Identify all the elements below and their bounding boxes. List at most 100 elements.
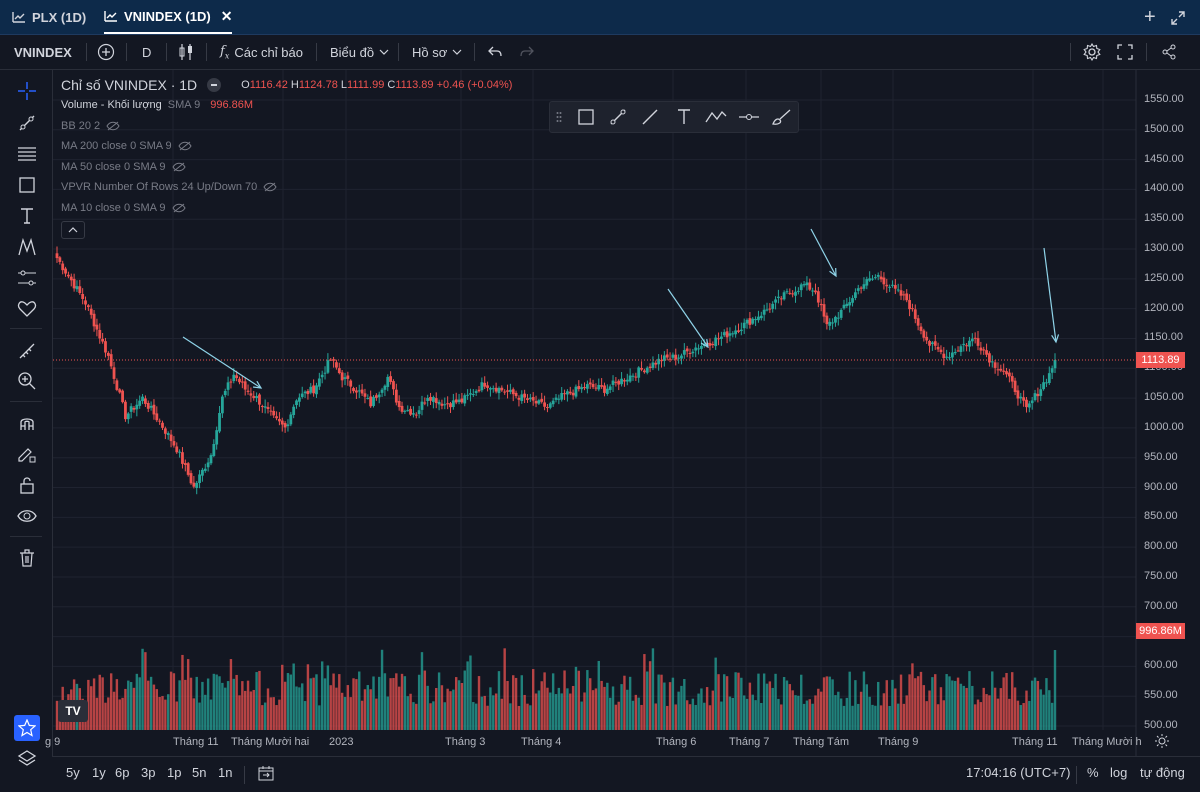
candle-body xyxy=(546,407,549,409)
text-icon[interactable] xyxy=(674,107,694,127)
eye-hidden-icon[interactable] xyxy=(263,182,277,192)
clock[interactable]: 17:04:16 (UTC+7) xyxy=(966,765,1071,780)
favorites-button[interactable] xyxy=(14,715,40,741)
brush-tool[interactable] xyxy=(14,296,40,322)
axis-settings-icon[interactable] xyxy=(1154,733,1170,749)
range-1d[interactable]: 1n xyxy=(218,765,233,780)
goto-date-icon[interactable] xyxy=(258,765,274,781)
prediction-tool[interactable] xyxy=(14,265,40,291)
crosshair-tool[interactable] xyxy=(14,78,40,104)
zoom-tool[interactable] xyxy=(14,368,40,394)
add-tab-icon[interactable]: + xyxy=(1144,6,1156,28)
candle-body xyxy=(620,378,623,385)
volume-bar xyxy=(566,688,569,730)
fullscreen-icon[interactable] xyxy=(1171,11,1185,25)
hide-tool[interactable] xyxy=(14,503,40,529)
range-5y[interactable]: 5y xyxy=(66,765,80,780)
range-6m[interactable]: 6p xyxy=(115,765,130,780)
fib-tool[interactable] xyxy=(14,141,40,167)
symbol-search[interactable]: VNINDEX xyxy=(14,44,72,60)
line-icon[interactable] xyxy=(640,107,660,127)
volume-bar xyxy=(705,687,709,730)
volume-bar xyxy=(845,697,849,730)
redo-icon[interactable] xyxy=(520,45,534,59)
tab-plx[interactable]: PLX (1D) xyxy=(12,0,86,34)
settings-gear-icon[interactable] xyxy=(1083,43,1101,61)
price-axis[interactable]: 1550.00 1500.00 1450.00 1400.00 1350.00 1300.… xyxy=(1136,70,1200,756)
measure-tool[interactable] xyxy=(14,338,40,364)
compare-plus-icon[interactable] xyxy=(97,43,115,61)
remove-tool[interactable] xyxy=(14,545,40,571)
chart-canvas[interactable] xyxy=(53,70,1200,756)
lock-drawing-tool[interactable] xyxy=(14,441,40,467)
interval-button[interactable]: D xyxy=(142,44,152,60)
indicator-ma50[interactable]: MA 50 close 0 SMA 9 xyxy=(61,161,186,173)
polyline-icon[interactable] xyxy=(704,107,728,127)
eye-hidden-icon[interactable] xyxy=(106,121,120,131)
horizontal-ray-icon[interactable] xyxy=(738,107,760,127)
shape-tool[interactable] xyxy=(14,172,40,198)
indicator-ma10[interactable]: MA 10 close 0 SMA 9 xyxy=(61,202,186,214)
candle-body xyxy=(597,384,601,390)
range-1y[interactable]: 1y xyxy=(92,765,106,780)
brush-icon[interactable] xyxy=(770,107,794,127)
indicator-ma200[interactable]: MA 200 close 0 SMA 9 xyxy=(61,140,192,152)
layers-icon xyxy=(17,750,37,766)
minimize-icon[interactable] xyxy=(207,78,222,92)
volume-bar xyxy=(435,688,438,730)
volume-bar xyxy=(109,673,113,730)
range-1m[interactable]: 1p xyxy=(167,765,182,780)
candle-body xyxy=(1010,376,1014,382)
volume-bar xyxy=(945,674,948,730)
object-tree-button[interactable] xyxy=(14,746,40,772)
volume-bar xyxy=(808,699,811,730)
profile-button[interactable]: Hồ sơ xyxy=(412,35,462,69)
volume-bar xyxy=(232,678,235,730)
eye-hidden-icon[interactable] xyxy=(171,162,186,172)
indicator-vpvr[interactable]: VPVR Number Of Rows 24 Up/Down 70 xyxy=(61,181,277,193)
volume-bar xyxy=(426,685,429,730)
volume-bar xyxy=(1045,678,1048,730)
rectangle-icon[interactable] xyxy=(576,107,596,127)
undo-icon[interactable] xyxy=(488,45,502,59)
volume-bar xyxy=(788,684,792,730)
fullscreen-icon[interactable] xyxy=(1117,44,1133,60)
volume-bar xyxy=(805,700,809,730)
percent-toggle[interactable]: % xyxy=(1087,765,1099,780)
volume-bar xyxy=(591,690,595,730)
volume-bar xyxy=(837,691,840,730)
eye-hidden-icon[interactable] xyxy=(178,141,192,151)
candle-body xyxy=(865,279,869,286)
volume-bar xyxy=(1048,690,1051,730)
share-icon[interactable] xyxy=(1161,44,1177,60)
eye-hidden-icon[interactable] xyxy=(171,203,186,213)
collapse-legend-button[interactable] xyxy=(61,221,85,239)
candles-icon[interactable] xyxy=(178,43,194,61)
candle-body xyxy=(58,257,62,262)
drag-handle-icon[interactable] xyxy=(556,111,562,123)
time-axis[interactable]: g 9 Tháng 11 Tháng Mười hai 2023 Tháng 3 Thán… xyxy=(45,728,1200,756)
tab-vnindex[interactable]: VNINDEX (1D) ✕ xyxy=(104,0,233,34)
auto-toggle[interactable]: tự động xyxy=(1140,765,1185,780)
magnet-tool[interactable] xyxy=(14,410,40,436)
candle-body xyxy=(822,304,826,317)
indicators-button[interactable]: fx Các chỉ báo xyxy=(220,35,303,69)
pattern-tool[interactable] xyxy=(14,234,40,260)
candle-body xyxy=(494,387,498,392)
candle-body xyxy=(625,379,629,382)
volume-bar xyxy=(204,694,207,730)
trend-line-icon[interactable] xyxy=(608,107,628,127)
divider xyxy=(166,43,167,61)
range-5d[interactable]: 5n xyxy=(192,765,207,780)
candle-body xyxy=(506,390,509,392)
indicator-bb[interactable]: BB 20 2 xyxy=(61,120,120,132)
lock-all-tool[interactable] xyxy=(14,472,40,498)
time-tick-label: 2023 xyxy=(329,736,354,748)
chart-type-button[interactable]: Biểu đồ xyxy=(330,35,389,69)
log-toggle[interactable]: log xyxy=(1110,765,1128,780)
text-tool[interactable] xyxy=(14,203,40,229)
candle-body xyxy=(933,341,937,346)
range-3m[interactable]: 3p xyxy=(141,765,156,780)
trendline-tool[interactable] xyxy=(14,110,40,136)
close-icon[interactable]: ✕ xyxy=(220,7,233,24)
